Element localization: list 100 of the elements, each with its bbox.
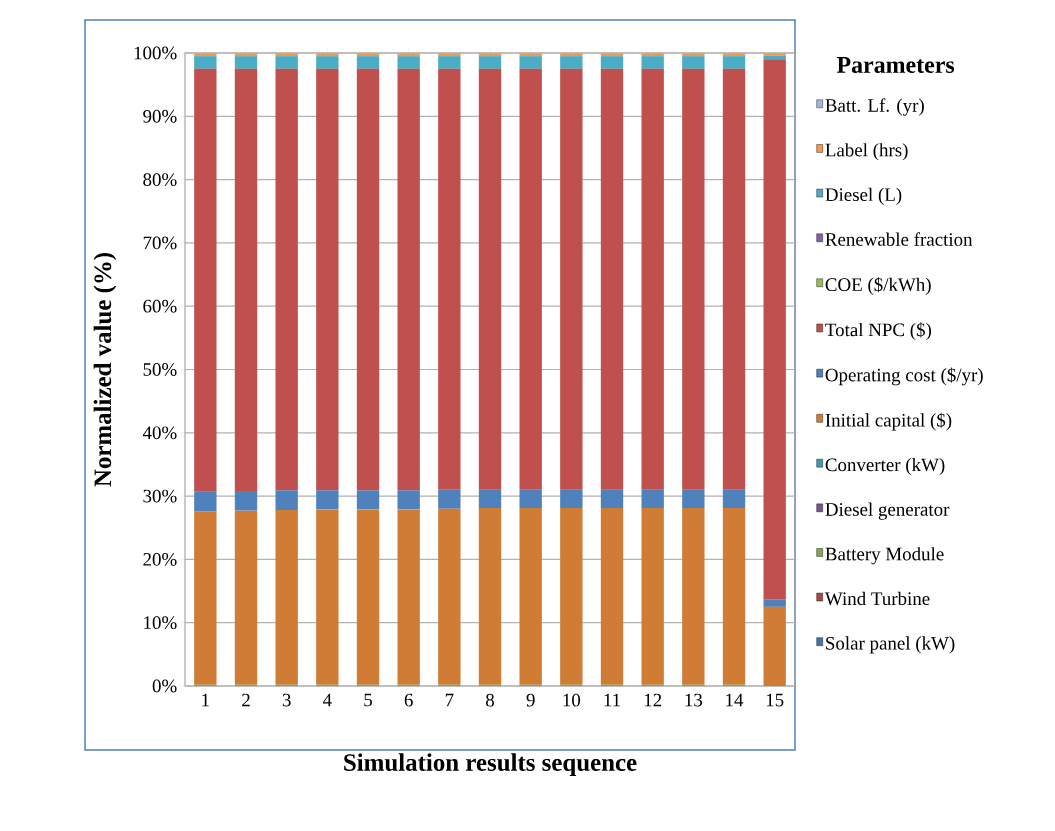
bar [641,56,664,69]
bar [682,489,705,509]
bar [316,56,339,69]
legend-title: Parameters [836,57,955,73]
x-axis-title: Simulation results sequence [344,753,637,776]
legend-label: Initial capital ($) [825,412,952,431]
y-tick-label: 80% [143,173,177,186]
bar [194,511,217,685]
y-tick-label: 30% [143,489,177,503]
bar [478,56,502,69]
x-tick-label: 8 [486,693,495,707]
bar [316,509,339,685]
bar [600,56,624,69]
y-tick-label: 20% [143,552,177,566]
bar [438,508,461,685]
legend-label: Total NPC ($) [825,322,932,341]
x-tick-label: 4 [322,693,332,707]
bar [682,508,705,685]
bar [722,56,746,69]
bar [519,56,542,69]
bar [275,68,298,491]
bar [478,508,502,685]
bar [194,491,217,512]
y-tick-label: 10% [144,616,177,630]
y-tick-label: 90% [143,109,177,123]
bar [194,56,217,69]
bar [234,56,258,69]
bar [682,68,705,490]
bar [763,59,786,600]
legend-label: Converter (kW) [825,457,945,476]
bar [275,510,298,685]
legend-label: Diesel generator [825,502,950,520]
bar [438,56,461,69]
y-tick-label: 40% [142,426,177,440]
x-tick-label: 1 [202,693,209,707]
bar [438,489,461,509]
legend-label: COE ($/kWh) [825,277,931,295]
legend-label: Diesel (L) [825,187,902,205]
bar [356,509,380,685]
bar [478,489,502,509]
y-tick-label: 0% [152,679,177,693]
bar [641,68,664,490]
bar [641,489,664,509]
bar [763,606,786,686]
bar [560,489,583,509]
legend-label: Wind Turbine [824,591,930,606]
bar [722,489,746,509]
bar [682,56,705,69]
y-tick-label: 100% [134,46,177,60]
x-tick-label: 3 [282,693,291,707]
legend-label: Label (hrs) [825,143,908,161]
bar [397,56,420,69]
bar [763,599,786,607]
bar [316,68,339,491]
bar [356,68,380,491]
bar [519,68,542,490]
y-tick-label: 70% [143,236,177,250]
legend-label: Operating cost ($/yr) [825,367,983,386]
bar [397,68,420,491]
bar [356,56,380,69]
bar [478,68,502,490]
y-tick-label: 60% [143,299,177,313]
x-tick-label: 9 [526,693,535,707]
bar [234,68,258,492]
bar [600,508,624,685]
x-tick-label: 13 [685,693,703,707]
x-tick-label: 10 [563,693,581,707]
bar [600,489,624,509]
bar [194,68,217,492]
y-tick-label: 50% [143,363,177,376]
bar [519,508,542,685]
bar [722,508,746,685]
bar [397,509,420,685]
bar [600,68,624,490]
legend-label: Batt. Lf. (yr) [825,98,924,116]
bar [641,508,664,685]
bar [560,68,583,490]
bar [560,508,583,685]
x-tick-label: 11 [604,693,620,707]
x-tick-label: 14 [726,693,744,707]
x-tick-label: 7 [445,693,454,707]
bar [397,490,420,510]
bar [234,510,258,685]
bar [316,490,339,510]
x-tick-label: 2 [242,693,250,707]
bar [356,490,380,510]
bar [722,68,746,490]
legend-label: Battery Module [825,547,944,565]
x-tick-label: 5 [364,693,372,707]
x-tick-label: 12 [644,693,662,707]
bar [275,56,298,69]
y-axis-title: Normalized value (%) [93,253,117,487]
bar [519,489,542,509]
bar [438,68,461,490]
bar [275,490,298,511]
bar [560,56,583,69]
legend-label: Solar panel (kW) [826,636,955,654]
x-tick-label: 6 [404,693,413,707]
legend-label: Renewable fraction [825,232,973,246]
bar [234,491,258,511]
